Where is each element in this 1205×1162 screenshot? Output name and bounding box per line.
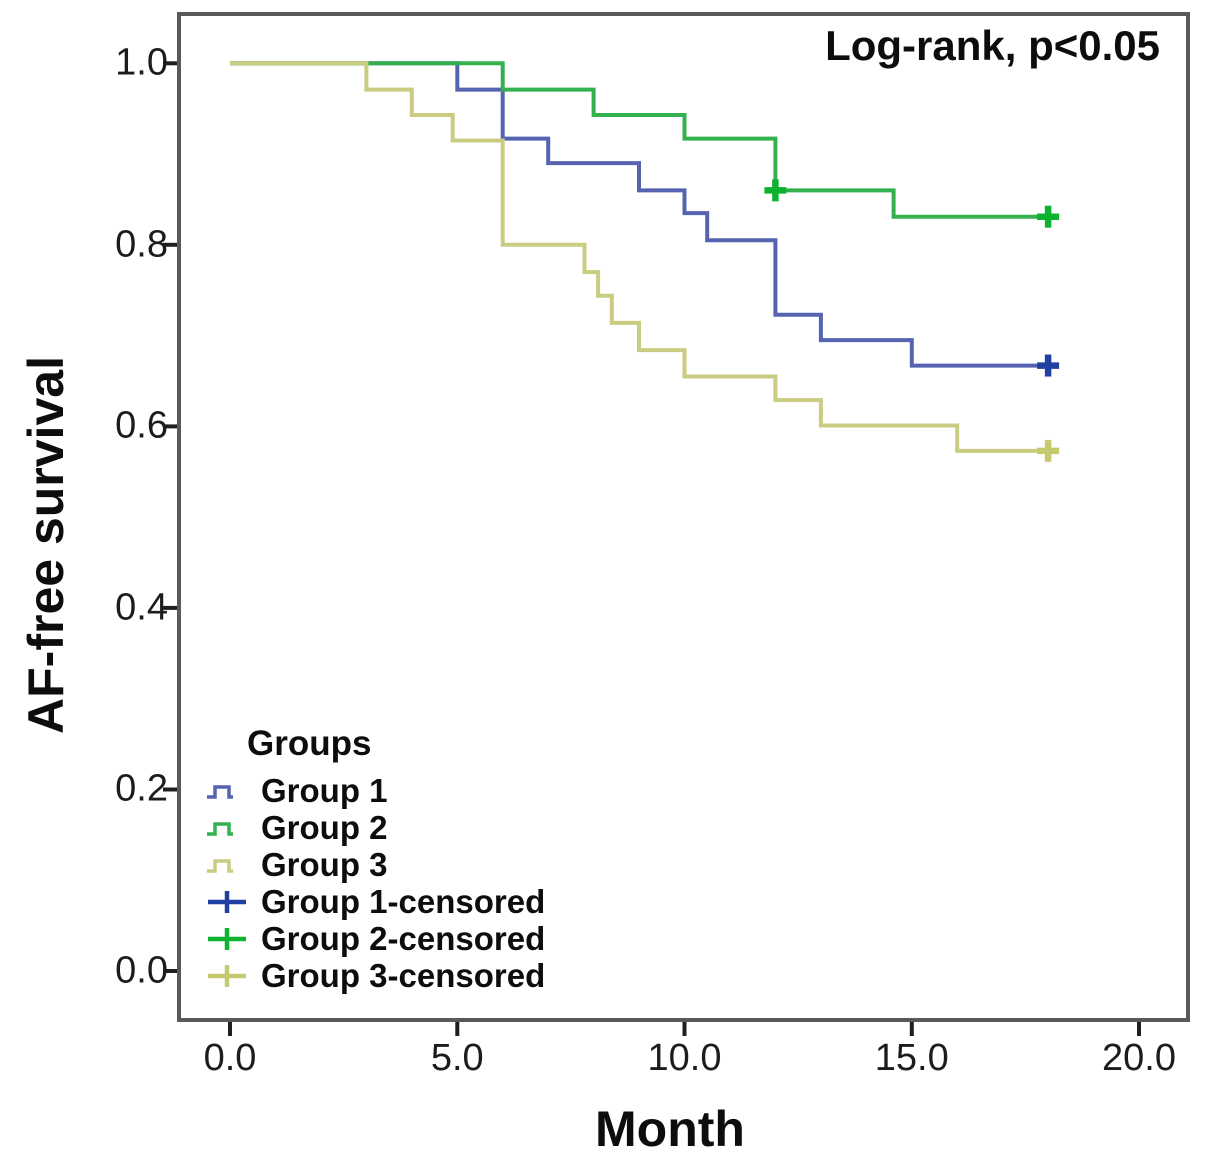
legend-item-label: Group 3	[261, 846, 388, 883]
y-tick-label: 0.0	[115, 949, 168, 992]
legend-title: Groups	[247, 724, 372, 763]
legend-item-label: Group 3-censored	[261, 957, 546, 994]
y-tick-label: 0.8	[115, 223, 168, 266]
x-axis-title: Month	[595, 1101, 745, 1157]
censor-plus-icon	[208, 927, 246, 950]
x-tick-label: 0.0	[203, 1037, 257, 1079]
y-tick-label: 1.0	[115, 41, 168, 84]
y-axis-title: AF-free survival	[18, 356, 74, 734]
censor-plus-icon	[208, 964, 246, 987]
legend-item: Group 2-censored	[205, 920, 545, 957]
y-tick-label: 0.4	[115, 586, 168, 629]
plot-frame	[177, 12, 1190, 1022]
legend-item-label: Group 2-censored	[261, 920, 546, 957]
legend-item: Group 3	[205, 846, 545, 883]
legend-item: Group 1-censored	[205, 883, 545, 920]
log-rank-annotation: Log-rank, p<0.05	[825, 22, 1160, 69]
step-line-icon	[207, 784, 233, 799]
y-tick-label: 0.2	[115, 767, 168, 810]
legend-item-label: Group 1	[261, 772, 388, 809]
survival-curve-2	[230, 61, 1049, 219]
y-tick-label: 0.6	[115, 404, 168, 447]
x-tick-label: 10.0	[647, 1037, 722, 1079]
legend-rows: Group 1 Group 2 Group 3 Group 1-censored Gro…	[205, 772, 545, 994]
survival-curve-1	[230, 61, 1049, 368]
legend-item: Group 2	[205, 809, 545, 846]
step-line-icon	[207, 858, 233, 873]
legend-item-label: Group 2	[261, 809, 388, 846]
x-tick-label: 20.0	[1102, 1037, 1176, 1079]
survival-curve-3	[230, 61, 1049, 453]
step-line-icon	[207, 821, 233, 836]
legend-item-label: Group 1-censored	[261, 883, 546, 920]
censor-plus-icon	[208, 890, 246, 913]
legend-item: Group 3-censored	[205, 957, 545, 994]
x-tick-label: 15.0	[874, 1037, 949, 1079]
legend: Groups Group 1 Group 2 Group 3 Group 1-cens…	[205, 724, 545, 994]
legend-item: Group 1	[205, 772, 545, 809]
x-tick-label: 5.0	[430, 1037, 484, 1079]
